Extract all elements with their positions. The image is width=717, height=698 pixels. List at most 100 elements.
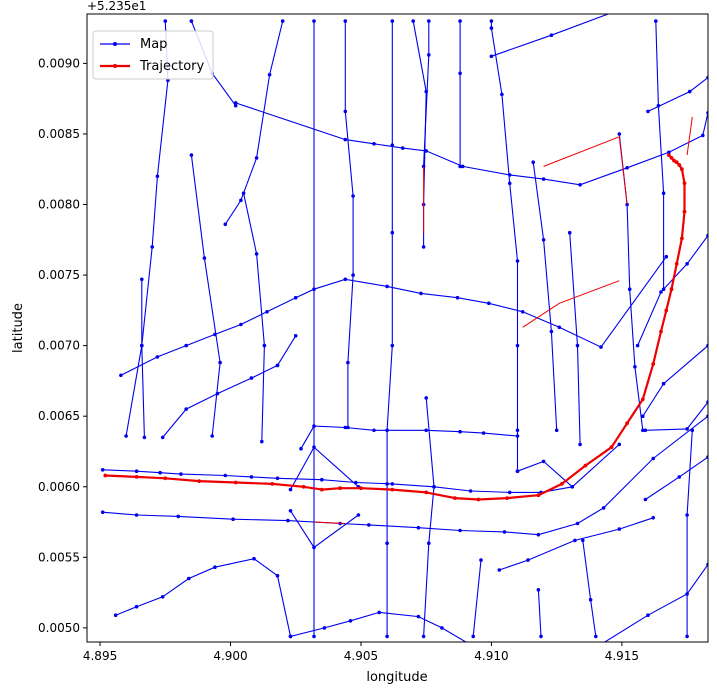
map-node	[275, 573, 280, 578]
map-node	[641, 428, 645, 433]
y-tick-label: 0.0065	[38, 409, 80, 423]
map-road-34	[241, 191, 267, 444]
map-node	[557, 325, 562, 330]
x-tick-label: 4.895	[83, 649, 117, 663]
map-node	[515, 259, 520, 263]
match-link-1	[543, 136, 628, 205]
map-node	[346, 360, 350, 365]
trajectory-point	[163, 476, 168, 481]
map-road-line	[655, 21, 665, 290]
map-node	[215, 391, 220, 396]
map-node	[536, 532, 541, 537]
map-node	[468, 489, 473, 493]
legend-map-marker	[113, 42, 117, 46]
map-road-line	[472, 560, 482, 637]
y-tick-label: 0.0080	[38, 198, 80, 212]
map-node	[427, 541, 431, 545]
y-tick-label: 0.0075	[38, 268, 80, 282]
map-node	[419, 291, 423, 296]
map-road-30	[223, 19, 285, 227]
map-node	[690, 428, 695, 433]
map-node	[661, 191, 666, 195]
x-tick-label: 4.905	[344, 649, 378, 663]
map-node	[267, 72, 272, 77]
map-road-0	[100, 442, 622, 495]
map-node	[385, 541, 389, 545]
legend: Map Trajectory	[92, 30, 214, 80]
map-road-line	[537, 589, 542, 637]
map-road-line	[344, 21, 354, 428]
map-node	[424, 428, 429, 433]
map-node	[520, 310, 525, 314]
map-node	[421, 245, 426, 249]
map-road-13	[489, 14, 610, 59]
map-node	[424, 89, 429, 94]
map-node	[656, 103, 661, 108]
map-node	[385, 428, 389, 433]
x-tick-label: 4.915	[605, 649, 639, 663]
x-axis-label: longitude	[366, 670, 427, 685]
map-node	[458, 164, 462, 169]
map-node	[677, 475, 682, 479]
map-node	[262, 343, 267, 348]
x-axis-ticks: 4.895 4.900 4.905 4.910 4.915	[83, 642, 639, 663]
map-node	[351, 194, 355, 198]
map-road-27	[654, 19, 666, 292]
map-node	[223, 222, 228, 227]
plot-background	[87, 14, 708, 642]
map-node	[421, 634, 426, 639]
map-road-37	[275, 334, 298, 368]
map-node	[288, 509, 293, 513]
trajectory-point	[536, 493, 541, 498]
map-node	[541, 459, 546, 464]
map-node	[646, 613, 650, 617]
y-offset-label: +5.235e1	[87, 0, 146, 13]
map-node	[458, 71, 462, 76]
map-node	[507, 181, 512, 186]
map-road-11	[643, 455, 708, 502]
trajectory-point	[560, 482, 564, 486]
map-node	[701, 133, 705, 138]
map-node	[549, 33, 554, 37]
map-node	[312, 19, 316, 23]
map-node	[594, 634, 598, 639]
map-node	[531, 160, 535, 164]
map-road-line	[603, 564, 708, 642]
y-tick-label: 0.0050	[38, 621, 80, 635]
map-node	[541, 177, 546, 181]
map-node	[526, 558, 530, 562]
map-node	[479, 558, 483, 562]
match-link-4	[313, 521, 346, 524]
map-node	[667, 150, 671, 155]
map-node	[140, 343, 144, 348]
y-axis-ticks: 0.0050 0.0055 0.0060 0.0065 0.0070 0.0075 0.00…	[38, 56, 87, 635]
map-node	[455, 295, 460, 300]
map-node	[163, 19, 168, 23]
trajectory-point	[134, 475, 139, 479]
trajectory-point	[672, 158, 676, 163]
map-network	[100, 14, 708, 642]
map-node	[578, 442, 582, 447]
trajectory-point	[640, 397, 645, 402]
trajectory-point	[677, 163, 682, 167]
map-node	[377, 610, 382, 615]
map-node	[481, 431, 486, 435]
trajectory-point	[453, 496, 457, 500]
map-node	[554, 428, 559, 433]
map-node	[187, 576, 191, 581]
map-node	[515, 428, 520, 433]
map-road-line	[243, 193, 265, 442]
trajectory-point	[424, 490, 429, 495]
map-node	[659, 290, 663, 294]
map-node	[633, 365, 637, 369]
map-node	[179, 472, 183, 476]
trajectory-point	[625, 421, 629, 426]
y-tick-label: 0.0085	[38, 127, 80, 141]
map-node	[646, 109, 650, 114]
map-node	[231, 517, 235, 521]
map-node	[641, 414, 645, 419]
map-road-20	[385, 19, 395, 639]
map-node	[578, 183, 582, 187]
map-node	[487, 301, 491, 306]
map-node	[150, 245, 154, 249]
